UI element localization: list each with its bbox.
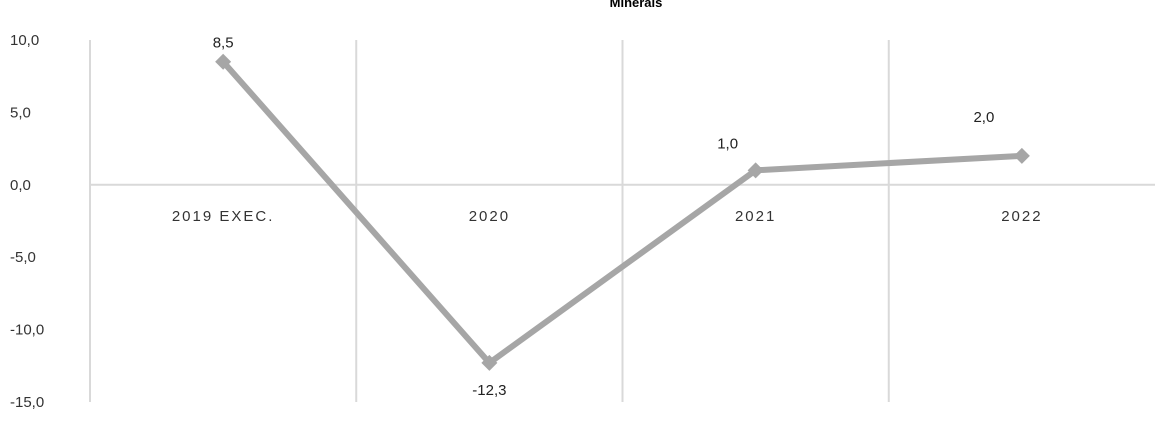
data-label: 8,5 <box>213 35 234 52</box>
data-label: 2,0 <box>973 109 994 126</box>
chart-grid <box>89 40 1155 402</box>
y-axis-tick-labels: 10,0 5,0 0,0 -5,0 -10,0 -15,0 <box>10 32 44 411</box>
x-category-label: 2019 EXEC. <box>172 208 275 225</box>
data-point-marker <box>747 162 764 179</box>
series-line <box>220 59 1023 366</box>
x-category-label: 2021 <box>735 208 776 225</box>
data-point-marker <box>481 354 498 371</box>
data-label: 1,0 <box>717 135 738 152</box>
y-tick-label: 10,0 <box>10 32 39 49</box>
x-category-label: 2020 <box>469 208 510 225</box>
y-tick-label: -5,0 <box>10 249 36 266</box>
x-category-label: 2022 <box>1001 208 1042 225</box>
y-tick-label: 0,0 <box>10 177 31 194</box>
data-point-marker <box>1013 147 1030 164</box>
series-line-group <box>220 59 1023 366</box>
chart-title: Minerais <box>610 0 663 10</box>
data-label: -12,3 <box>472 382 506 399</box>
data-point-marker <box>215 53 232 70</box>
y-tick-label: -15,0 <box>10 394 44 411</box>
y-tick-label: -10,0 <box>10 322 44 339</box>
data-label-group: 8,5 -12,3 1,0 2,0 <box>213 35 995 399</box>
y-tick-label: 5,0 <box>10 104 31 121</box>
data-marker-group <box>215 53 1030 371</box>
x-axis-category-labels: 2019 EXEC. 2020 2021 2022 <box>172 208 1042 225</box>
